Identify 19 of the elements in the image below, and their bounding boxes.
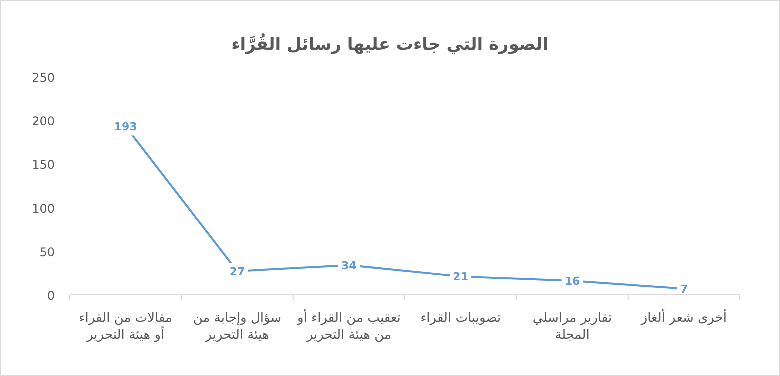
ytick: 0	[47, 289, 55, 303]
xtick: مقالات من القراء أو هيئة التحرير	[79, 311, 172, 343]
data-label: 193	[114, 120, 138, 134]
ytick: 100	[32, 202, 55, 216]
data-label: 16	[564, 275, 580, 288]
data-label: 27	[230, 265, 246, 278]
xtick: تصويبات القراء	[420, 311, 502, 326]
xtick: تعقيب من القراء أو من هيئة التحرير	[297, 311, 401, 343]
ytick: 200	[32, 114, 55, 129]
data-label: 7	[680, 282, 688, 296]
ytick: 250	[32, 71, 55, 85]
xtick: أخرى شعر ألغاز	[641, 311, 727, 326]
data-label: 21	[453, 270, 468, 284]
ytick: 150	[32, 158, 55, 172]
ytick: 50	[40, 245, 55, 260]
xtick: تقارير مراسلي المجلة	[532, 311, 612, 343]
title: الصورة التي جاءت عليها رسائل القُرَّاء	[232, 35, 548, 55]
data-label: 34	[342, 259, 357, 272]
xtick: سؤال وإجابة من هيئة التحرير	[193, 311, 282, 343]
